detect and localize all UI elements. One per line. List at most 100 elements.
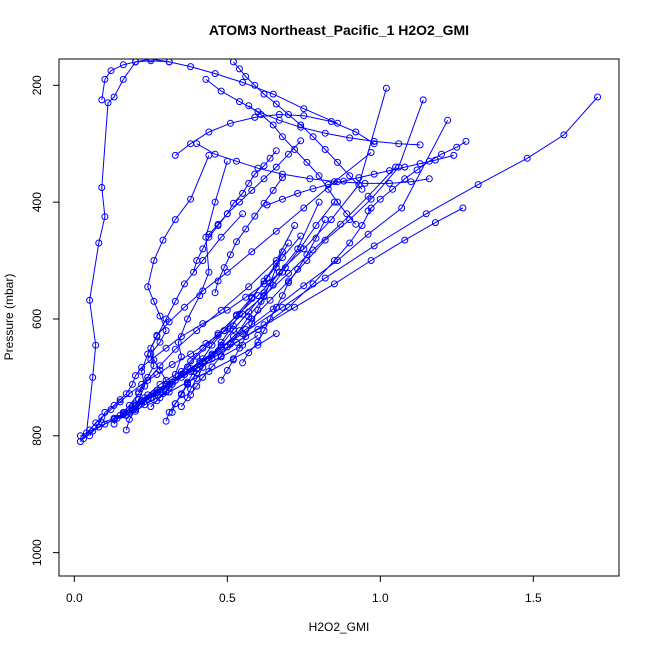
series-profile-17 xyxy=(135,151,213,396)
data-point xyxy=(177,353,185,361)
data-point xyxy=(208,363,216,371)
series-profile-24 xyxy=(98,59,341,127)
data-point xyxy=(272,303,280,311)
data-point xyxy=(150,257,158,264)
series-line xyxy=(205,79,421,146)
data-point xyxy=(226,340,234,348)
data-point xyxy=(236,98,243,106)
data-point xyxy=(260,175,268,183)
data-point xyxy=(389,185,397,193)
data-point xyxy=(334,158,341,166)
data-point xyxy=(272,163,280,171)
data-point xyxy=(285,279,292,287)
data-point xyxy=(214,277,222,285)
y-axis: 200 400 600 800 1000 xyxy=(30,75,60,566)
data-point xyxy=(128,380,136,388)
data-point xyxy=(211,198,219,206)
data-point xyxy=(251,170,259,178)
data-point xyxy=(135,390,143,398)
series-line xyxy=(123,96,598,413)
data-point xyxy=(364,192,372,200)
data-point xyxy=(229,59,237,66)
data-point xyxy=(233,238,240,246)
series-profile-27 xyxy=(202,75,424,149)
data-point xyxy=(285,111,292,118)
data-point xyxy=(278,292,286,300)
series-line xyxy=(196,143,430,184)
data-point xyxy=(165,59,173,66)
data-point xyxy=(236,344,243,352)
data-point xyxy=(260,199,268,207)
x-tick-label: 0.0 xyxy=(66,591,83,605)
data-point xyxy=(119,75,127,83)
data-point xyxy=(312,222,320,229)
data-point xyxy=(269,90,277,98)
data-point xyxy=(177,390,185,398)
data-point xyxy=(162,388,170,396)
data-point xyxy=(226,119,234,127)
data-point xyxy=(233,338,240,346)
data-point xyxy=(205,233,213,241)
data-point xyxy=(309,185,317,193)
data-point xyxy=(245,102,253,110)
data-point xyxy=(226,325,234,333)
data-point xyxy=(431,219,439,227)
data-point xyxy=(184,363,191,371)
series-profile-21 xyxy=(217,248,286,384)
data-point xyxy=(150,297,158,305)
data-point xyxy=(297,137,305,145)
data-point xyxy=(453,143,461,151)
data-point xyxy=(190,268,198,276)
data-point xyxy=(401,163,409,171)
data-point xyxy=(281,264,289,272)
data-point xyxy=(398,204,406,212)
data-point xyxy=(300,282,308,290)
data-point xyxy=(248,320,256,328)
data-point xyxy=(285,269,292,277)
data-point xyxy=(217,376,225,384)
data-point xyxy=(315,198,323,206)
data-point xyxy=(98,96,106,104)
data-point xyxy=(367,149,375,156)
series-profile-25 xyxy=(171,111,378,159)
data-point xyxy=(217,352,225,360)
data-point xyxy=(98,184,106,191)
data-point xyxy=(321,216,329,224)
data-point xyxy=(162,417,170,425)
data-point xyxy=(214,222,222,229)
data-point xyxy=(156,380,164,388)
data-point xyxy=(343,210,351,218)
data-point xyxy=(162,327,170,335)
series-profile-34 xyxy=(364,137,470,215)
data-point xyxy=(272,227,280,235)
data-point xyxy=(171,400,179,408)
data-point xyxy=(147,344,155,352)
data-point xyxy=(101,213,109,221)
data-point xyxy=(174,338,182,346)
data-point xyxy=(156,338,164,346)
y-tick-label: 800 xyxy=(30,425,44,445)
data-point xyxy=(193,140,201,148)
data-point xyxy=(144,283,152,291)
data-point xyxy=(242,225,250,233)
data-point xyxy=(190,368,198,375)
x-axis: 0.0 0.5 1.0 1.5 xyxy=(66,575,542,605)
data-point xyxy=(401,175,409,183)
data-point xyxy=(251,212,259,220)
data-point xyxy=(272,147,280,155)
data-point xyxy=(89,373,97,381)
data-point xyxy=(300,112,308,120)
data-point xyxy=(450,151,458,159)
data-point xyxy=(98,419,106,427)
data-point xyxy=(285,150,292,158)
data-point xyxy=(187,195,195,203)
data-point xyxy=(208,341,216,349)
data-point xyxy=(168,361,176,368)
data-point xyxy=(220,327,228,335)
data-point xyxy=(239,210,247,218)
series-line xyxy=(180,242,289,407)
data-point xyxy=(242,333,250,340)
data-point xyxy=(386,179,393,187)
data-point xyxy=(223,210,231,218)
data-point xyxy=(138,368,146,375)
